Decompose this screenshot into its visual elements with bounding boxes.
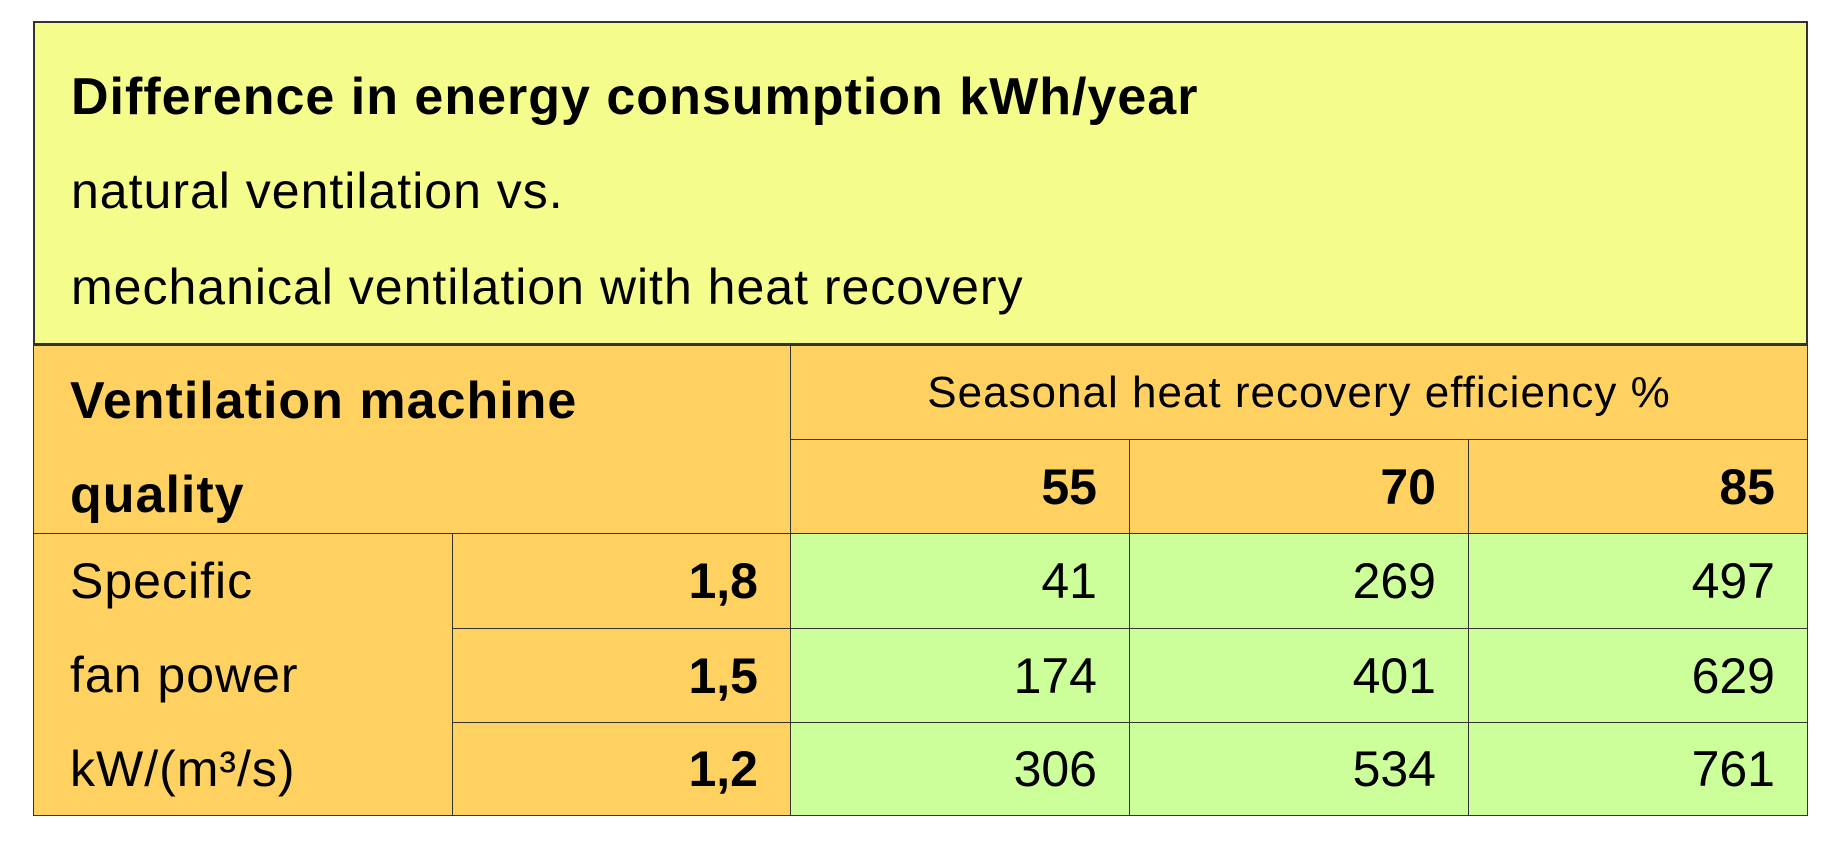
sfp-label-line-2: fan power (70, 647, 299, 703)
table-cell: 629 (1468, 628, 1808, 723)
sfp-value-row-3: 1,2 (452, 722, 791, 816)
table-cell: 269 (1129, 533, 1469, 629)
row-header-label: Ventilation machine quality (70, 372, 578, 524)
column-header-70: 70 (1129, 439, 1469, 534)
column-group-header: Seasonal heat recovery efficiency % (790, 345, 1808, 440)
title-subtitle-2: mechanical ventilation with heat recover… (71, 259, 1024, 315)
sfp-value-row-2: 1,5 (452, 628, 791, 723)
column-header-55: 55 (790, 439, 1130, 534)
title-block: Difference in energy consumption kWh/yea… (33, 21, 1808, 345)
sfp-value-row-1: 1,8 (452, 533, 791, 629)
table-cell: 306 (790, 722, 1130, 816)
title-heading: Difference in energy consumption kWh/yea… (71, 68, 1199, 126)
title-subtitle-1: natural ventilation vs. (71, 163, 564, 219)
sfp-label-line-3: kW/(m³/s) (70, 741, 296, 797)
specific-fan-power-label: Specific fan power kW/(m³/s) (33, 533, 453, 816)
column-header-85: 85 (1468, 439, 1808, 534)
table-cell: 41 (790, 533, 1130, 629)
table-cell: 497 (1468, 533, 1808, 629)
table-cell: 761 (1468, 722, 1808, 816)
table-cell: 534 (1129, 722, 1469, 816)
row-header-machine-quality: Ventilation machine quality (33, 345, 791, 534)
table-cell: 174 (790, 628, 1130, 723)
table-cell: 401 (1129, 628, 1469, 723)
sfp-label-line-1: Specific (70, 553, 254, 609)
